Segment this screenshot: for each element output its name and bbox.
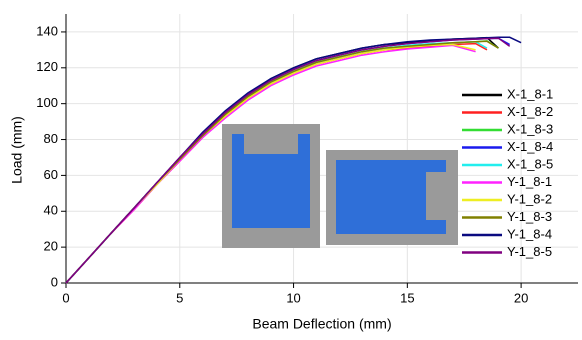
y-tick-label: 20 — [44, 239, 58, 254]
legend-label: Y-1_8-5 — [507, 244, 552, 259]
y-tick-label: 100 — [36, 95, 58, 110]
y-tick-label: 80 — [44, 131, 58, 146]
x-tick-label: 20 — [514, 290, 528, 305]
legend-label: Y-1_8-2 — [507, 191, 552, 206]
inset-images — [222, 124, 458, 248]
x-tick-label: 15 — [400, 290, 414, 305]
legend-label: X-1_8-3 — [507, 121, 553, 136]
y-tick-label: 0 — [51, 274, 58, 289]
y-tick-label: 60 — [44, 167, 58, 182]
legend-label: X-1_8-2 — [507, 104, 553, 119]
legend-label: X-1_8-1 — [507, 86, 553, 101]
legend-label: X-1_8-5 — [507, 156, 553, 171]
x-tick-label: 5 — [176, 290, 183, 305]
y-tick-label: 140 — [36, 23, 58, 38]
legend-label: Y-1_8-4 — [507, 226, 552, 241]
y-axis-label: Load (mm) — [9, 116, 25, 184]
chart: Beam Deflection (mm) Load (mm) 0 20 40 60 80… — [0, 0, 582, 335]
x-tick-label: 10 — [286, 290, 300, 305]
y-tick-label: 120 — [36, 59, 58, 74]
legend-label: Y-1_8-3 — [507, 209, 552, 224]
legend-label: X-1_8-4 — [507, 139, 553, 154]
y-tick-label: 40 — [44, 203, 58, 218]
x-axis-label: Beam Deflection (mm) — [252, 316, 391, 332]
legend-label: Y-1_8-1 — [507, 174, 552, 189]
x-tick-label: 0 — [62, 290, 69, 305]
